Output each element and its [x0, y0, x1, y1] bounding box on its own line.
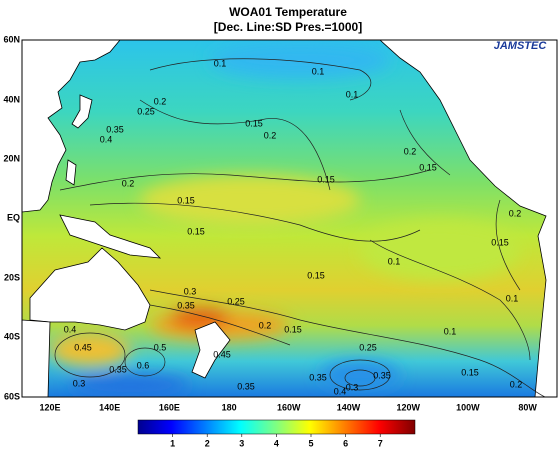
lat-label: EQ — [7, 212, 20, 222]
contour-label: 0.1 — [444, 326, 457, 336]
contour-line — [149, 304, 291, 346]
contour-label: 0.25 — [359, 342, 377, 352]
logo: JAMSTEC — [494, 40, 548, 52]
contour-label: 0.3 — [73, 378, 86, 388]
land-philippines — [65, 159, 77, 186]
contour-line — [59, 169, 431, 191]
contour-labels: 0.10.10.10.150.20.150.250.20.350.40.20.1… — [64, 58, 523, 396]
contour-label: 0.35 — [237, 381, 255, 391]
colorbar — [137, 419, 416, 435]
land-australia — [29, 247, 151, 331]
colorbar-label: 1 — [170, 438, 175, 448]
contour-label: 0.35 — [309, 372, 327, 382]
contour-label: 0.15 — [177, 195, 195, 205]
contour-line — [149, 289, 546, 397]
lat-label: 20S — [4, 272, 20, 282]
contour-label: 0.15 — [307, 270, 325, 280]
contour-line — [329, 359, 391, 391]
contour-label: 0.2 — [264, 130, 277, 140]
contour-line — [54, 332, 126, 378]
contour-label: 0.35 — [106, 124, 124, 134]
contour-line — [369, 239, 531, 361]
lat-label: 40S — [4, 331, 20, 341]
contour-label: 0.1 — [214, 58, 227, 68]
colorbar-label: 6 — [343, 438, 348, 448]
lat-label: 60N — [3, 34, 20, 44]
map-area: 0.10.10.10.150.20.150.250.20.350.40.20.1… — [22, 40, 557, 397]
lon-label: 160W — [277, 402, 301, 412]
lat-label: 60S — [4, 391, 20, 401]
contour-label: 0.2 — [154, 96, 167, 106]
lat-label: 20N — [3, 153, 20, 163]
contour-label: 0.15 — [284, 324, 302, 334]
lon-label: 80W — [518, 402, 537, 412]
contour-label: 0.35 — [109, 364, 127, 374]
subtitle: [Dec. Line:SD Pres.=1000] — [214, 20, 362, 34]
contour-label: 0.6 — [137, 360, 150, 370]
contour-label: 0.25 — [137, 106, 155, 116]
contour-label: 0.2 — [404, 146, 417, 156]
land-asia — [22, 40, 121, 213]
colorbar-label: 5 — [308, 438, 313, 448]
contour-line — [124, 347, 166, 377]
contour-line — [89, 202, 421, 242]
contour-label: 0.5 — [154, 342, 167, 352]
contour-line — [399, 109, 451, 176]
contour-label: 0.35 — [177, 300, 195, 310]
contour-line — [344, 369, 376, 387]
contour-label: 0.1 — [346, 89, 359, 99]
lat-label: 40N — [3, 94, 20, 104]
axis-labels: 60N 40N 20N EQ 20S 40S 60S 120E 140E 160E 180 160W 1… — [3, 34, 537, 448]
contour-label: 0.45 — [74, 342, 92, 352]
contour-label: 0.15 — [461, 367, 479, 377]
contour-label: 0.15 — [245, 118, 263, 128]
lon-label: 140W — [337, 402, 361, 412]
contour-label: 0.4 — [334, 386, 347, 396]
contour-label: 0.3 — [184, 286, 197, 296]
contour-label: 0.2 — [510, 379, 523, 389]
contour-line — [149, 58, 372, 101]
colorbar-label: 2 — [205, 438, 210, 448]
contour-label: 0.15 — [491, 237, 509, 247]
lon-label: 180 — [222, 402, 237, 412]
contour-line — [495, 199, 521, 291]
lon-label: 160E — [159, 402, 180, 412]
lon-label: 100W — [456, 402, 480, 412]
contour-label: 0.2 — [509, 208, 522, 218]
map-frame — [21, 39, 558, 398]
contour-label: 0.1 — [388, 256, 401, 266]
lon-label: 140E — [99, 402, 120, 412]
contour-label: 0.15 — [317, 174, 335, 184]
contour-label: 0.25 — [227, 296, 245, 306]
colorbar-label: 4 — [274, 438, 279, 448]
contour-label: 0.3 — [346, 382, 359, 392]
contour-label: 0.2 — [122, 178, 135, 188]
contour-label: 0.45 — [213, 349, 231, 359]
lon-label: 120W — [396, 402, 420, 412]
contour-label: 0.15 — [419, 162, 437, 172]
contour-label: 0.1 — [506, 293, 519, 303]
contour-label: 0.4 — [100, 134, 113, 144]
no-data-west — [22, 319, 51, 397]
lon-label: 120E — [39, 402, 60, 412]
contour-label: 0.35 — [373, 370, 391, 380]
contour-label: 0.4 — [64, 324, 77, 334]
contour-label: 0.2 — [259, 320, 272, 330]
land-indonesia — [59, 214, 162, 259]
contour-label: 0.1 — [312, 66, 325, 76]
contour-label: 0.15 — [187, 226, 205, 236]
title: WOA01 Temperature — [229, 5, 347, 19]
land-americas — [379, 40, 557, 397]
land-new-zealand — [191, 321, 231, 379]
colorbar-label: 3 — [239, 438, 244, 448]
land-japan — [71, 94, 93, 129]
contour-line — [139, 99, 331, 191]
colorbar-label: 7 — [378, 438, 383, 448]
